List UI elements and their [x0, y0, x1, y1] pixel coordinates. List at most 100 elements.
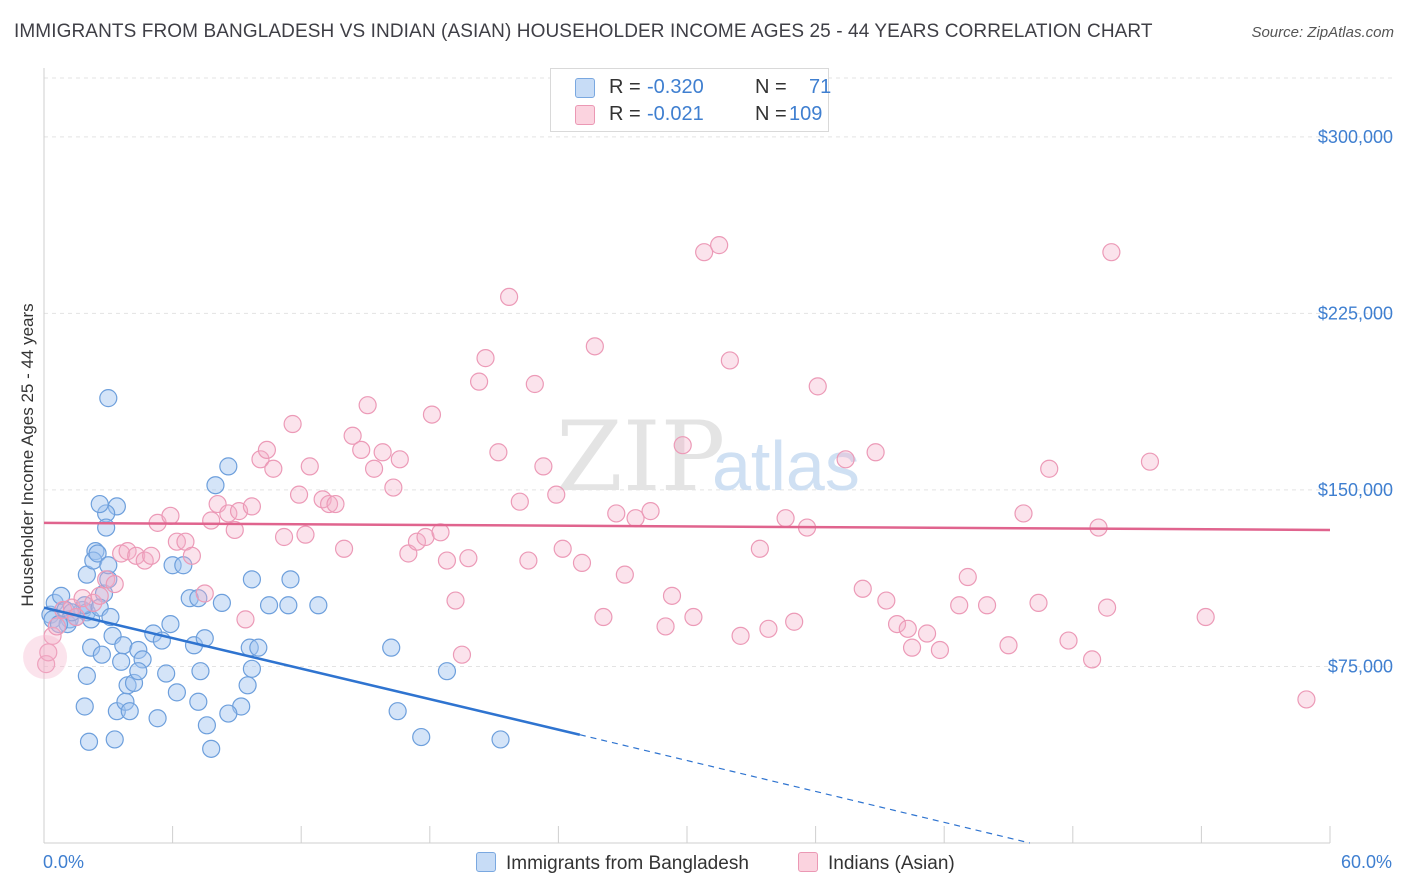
bottom-legend-label: Indians (Asian) — [828, 853, 955, 874]
point-indian — [902, 638, 922, 657]
point-indian — [695, 243, 714, 262]
point-indian — [195, 584, 214, 603]
point-indian — [1097, 598, 1117, 617]
point-bangladesh — [90, 494, 109, 514]
point-indian — [225, 520, 244, 540]
point-indian — [242, 497, 262, 516]
point-indian — [283, 414, 302, 434]
y-tick-label: $300,000 — [1318, 127, 1393, 147]
point-bangladesh — [77, 666, 96, 685]
point-indian — [525, 374, 544, 394]
point-bangladesh — [212, 593, 231, 613]
point-bangladesh — [191, 662, 210, 681]
point-bangladesh — [129, 640, 148, 660]
point-indian — [615, 565, 634, 584]
point-indian — [750, 539, 769, 558]
point-indian — [662, 586, 682, 605]
point-bangladesh — [388, 702, 407, 721]
point-bangladesh — [129, 662, 148, 681]
point-indian — [1140, 452, 1160, 471]
point-indian — [264, 459, 283, 478]
legend-n-label: N = — [755, 76, 787, 98]
point-indian — [1102, 243, 1121, 262]
point-indian — [300, 457, 319, 476]
point-indian — [808, 377, 827, 396]
point-indian — [142, 546, 161, 565]
point-bangladesh — [219, 704, 238, 723]
point-indian — [1297, 690, 1316, 709]
point-bangladesh — [412, 727, 431, 747]
y-tick-label: $225,000 — [1318, 303, 1393, 323]
point-indian — [866, 443, 885, 462]
point-indian — [319, 494, 339, 514]
point-indian — [431, 523, 450, 542]
point-bangladesh — [189, 692, 208, 711]
point-indian — [547, 485, 566, 504]
watermark-zip: ZIP — [556, 401, 725, 513]
point-indian — [343, 426, 362, 445]
point-bangladesh — [238, 676, 257, 695]
point-indian — [373, 443, 392, 462]
point-indian — [43, 626, 62, 645]
point-indian — [500, 287, 519, 307]
bottom-legend-indian: Indians (Asian) — [798, 852, 955, 876]
point-indian — [489, 443, 508, 462]
point-indian — [182, 546, 201, 565]
point-indian — [236, 610, 255, 629]
point-bangladesh — [97, 518, 116, 537]
point-indian — [384, 478, 403, 497]
point-indian — [469, 372, 489, 391]
point-bangladesh — [242, 570, 262, 589]
point-bangladesh — [309, 596, 328, 615]
point-bangladesh — [202, 739, 221, 758]
point-bangladesh — [79, 732, 99, 751]
point-bangladesh — [75, 697, 94, 716]
point-indian — [999, 636, 1018, 655]
legend-n-value: 109 — [789, 103, 823, 125]
y-axis-label: Householder Income Ages 25 - 44 years — [18, 303, 37, 607]
point-bangladesh — [281, 570, 300, 589]
axes — [43, 68, 1331, 844]
point-indian — [407, 532, 427, 551]
point-bangladesh — [88, 544, 107, 563]
point-indian — [416, 527, 435, 547]
point-indian — [446, 591, 465, 610]
point-indian — [90, 586, 109, 605]
point-indian — [656, 617, 675, 636]
point-indian — [1196, 607, 1215, 627]
point-indian — [785, 612, 804, 631]
point-bangladesh — [99, 389, 118, 408]
point-bangladesh — [105, 730, 124, 749]
point-indian — [326, 494, 345, 514]
point-indian — [289, 485, 309, 504]
point-bangladesh — [242, 659, 262, 678]
point-bangladesh — [124, 673, 144, 693]
point-indian — [510, 492, 529, 511]
point-indian — [390, 450, 409, 469]
trend-line-indian — [43, 521, 1331, 532]
point-indian — [257, 440, 277, 460]
point-indian — [127, 546, 146, 565]
point-indian — [585, 337, 604, 356]
point-indian — [1014, 504, 1033, 523]
legend-r-label: R = — [609, 76, 641, 98]
point-indian — [1040, 459, 1059, 478]
point-indian — [607, 504, 626, 523]
point-bangladesh — [491, 730, 510, 749]
point-indian — [251, 450, 270, 469]
point-indian — [452, 645, 472, 664]
point-indian — [626, 509, 645, 528]
watermark-atlas: atlas — [712, 427, 860, 505]
point-bangladesh — [382, 638, 401, 657]
source-credit: Source: ZipAtlas.com — [1251, 24, 1394, 41]
point-bangladesh — [197, 716, 216, 735]
y-tick-label: $75,000 — [1328, 656, 1393, 676]
point-indian — [572, 553, 592, 572]
point-indian — [977, 596, 997, 615]
point-bangladesh — [259, 596, 279, 615]
y-tick-label: $150,000 — [1318, 480, 1393, 500]
point-indian — [673, 436, 692, 455]
x-axis-min-label: 0.0% — [43, 852, 85, 872]
point-indian — [118, 542, 137, 561]
